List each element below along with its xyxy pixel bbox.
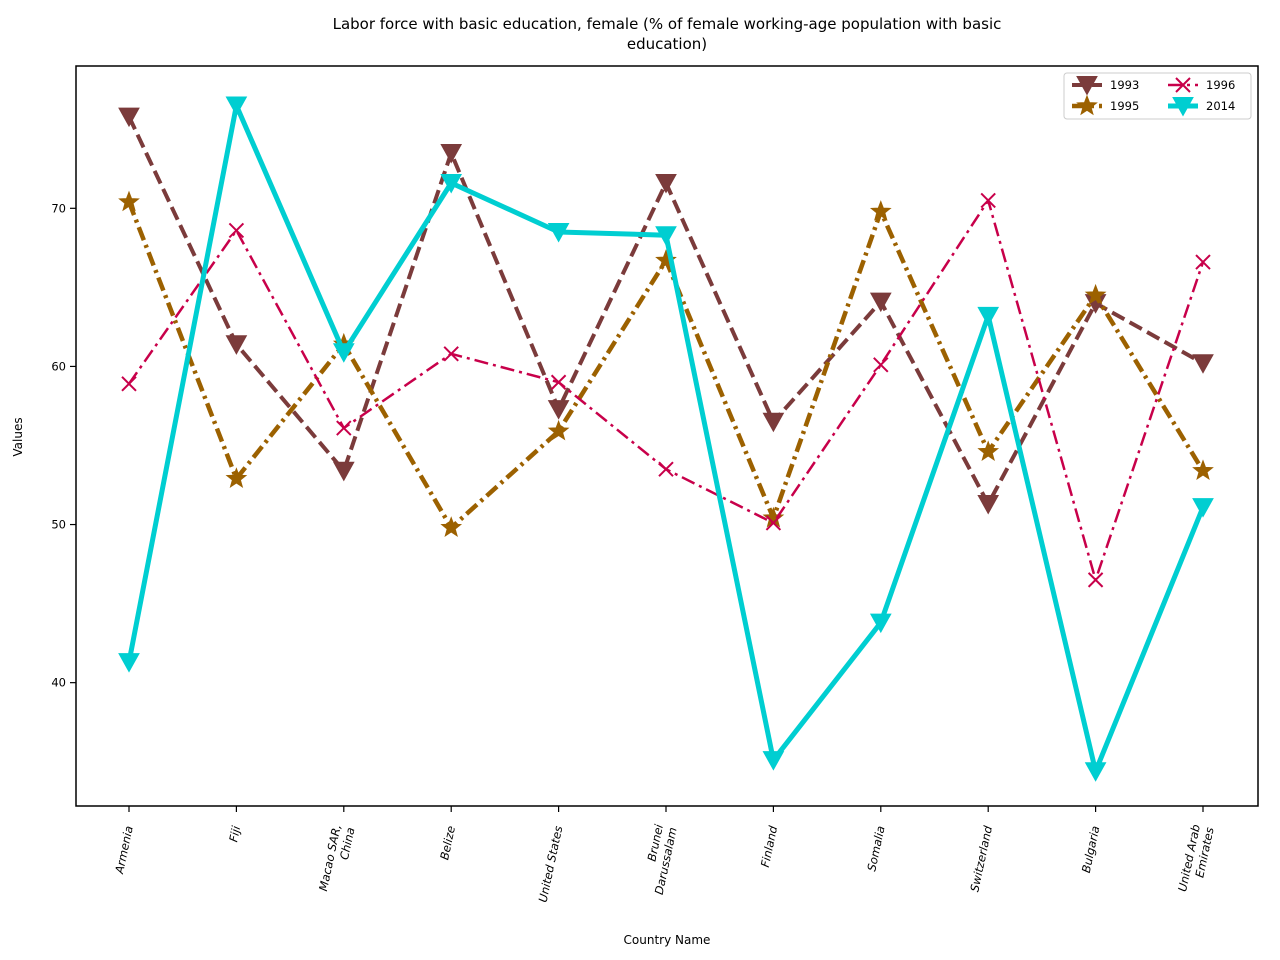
data-point-1996 [336,420,352,436]
data-point-2014 [225,96,248,117]
x-tick-label: Belize [437,825,458,862]
data-point-1993 [977,494,1000,515]
legend-label: 1996 [1206,78,1235,92]
data-point-1993 [118,107,140,128]
x-axis-label: Country Name [624,933,711,947]
legend-label: 1995 [1110,99,1139,113]
data-point-2014 [655,226,677,246]
data-point-1995 [1084,283,1107,305]
y-tick-label: 40 [51,676,66,690]
x-tick-label: Bulgaria [1079,825,1103,875]
data-point-2014 [762,751,785,771]
data-point-1996 [550,374,567,390]
data-point-1996 [658,461,674,477]
data-point-2014 [1192,498,1214,518]
data-point-1995 [547,419,570,441]
legend-marker [1172,97,1194,117]
legend-item-1996: 1996 [1168,77,1235,93]
data-point-1995 [655,249,677,270]
x-tick-label: Finland [758,824,781,869]
data-point-1993 [1192,354,1214,374]
x-tick-label: Switzerland [967,824,995,893]
legend-label: 2014 [1206,99,1235,113]
data-point-1993 [440,143,463,164]
data-point-1995 [977,440,1000,462]
y-tick-label: 50 [51,518,66,532]
data-point-1996 [121,376,137,392]
x-tick-label: Somalia [864,825,887,873]
series-line-2014 [126,103,1206,774]
data-point-2014 [332,343,355,363]
data-point-1995 [1192,459,1214,481]
y-tick-label: 60 [51,359,66,373]
series-1993 [118,107,1214,515]
data-point-1995 [869,200,892,221]
x-tick-label: Armenia [112,825,136,876]
plot-frame [75,65,1259,807]
data-point-1996 [980,192,996,209]
data-point-1995 [118,190,140,212]
legend-marker [1076,76,1098,96]
data-point-1995 [225,467,248,488]
x-axis: Armenia Fiji Macao SAR,China Belize United S… [112,806,1217,904]
y-tick-label: 70 [51,201,66,215]
series-1995 [118,190,1214,537]
data-point-1996 [443,346,459,362]
data-point-1996 [1195,254,1211,270]
legend-item-1995: 1995 [1072,94,1139,116]
legend-marker [1175,77,1191,93]
x-tick-label: Fiji [226,824,243,844]
legend-label: 1993 [1110,78,1139,92]
chart-title-line-1: Labor force with basic education, female… [333,15,1002,33]
data-point-2014 [869,613,892,634]
data-point-1996 [765,515,782,531]
legend: 1993 1995 1996 2014 [1063,72,1252,120]
data-point-1996 [1087,572,1104,588]
data-point-1993 [869,292,892,313]
data-point-1996 [873,357,889,373]
chart-title-line-2: education) [627,35,707,53]
x-tick-label: United States [536,825,566,904]
plot-area [118,96,1214,782]
data-point-2014 [547,223,570,243]
data-point-2014 [1084,762,1107,782]
data-point-1993 [762,412,785,433]
y-axis: 40 50 60 70 [51,201,76,690]
data-point-2014 [977,306,1000,327]
data-point-1996 [228,222,245,239]
legend-item-2014: 2014 [1168,97,1235,117]
data-point-1993 [332,461,355,482]
legend-marker [1076,94,1098,116]
legend-item-1993: 1993 [1072,76,1139,96]
data-point-2014 [440,174,463,194]
data-point-1993 [225,335,248,355]
data-point-1993 [655,174,677,194]
y-axis-label: Values [11,417,25,456]
x-tick-label: China [337,826,358,861]
series-2014 [118,96,1214,782]
legend-box [1063,72,1252,120]
series-1996 [121,192,1211,588]
data-point-2014 [118,653,140,673]
data-point-1993 [547,400,570,420]
data-point-1995 [440,516,463,537]
